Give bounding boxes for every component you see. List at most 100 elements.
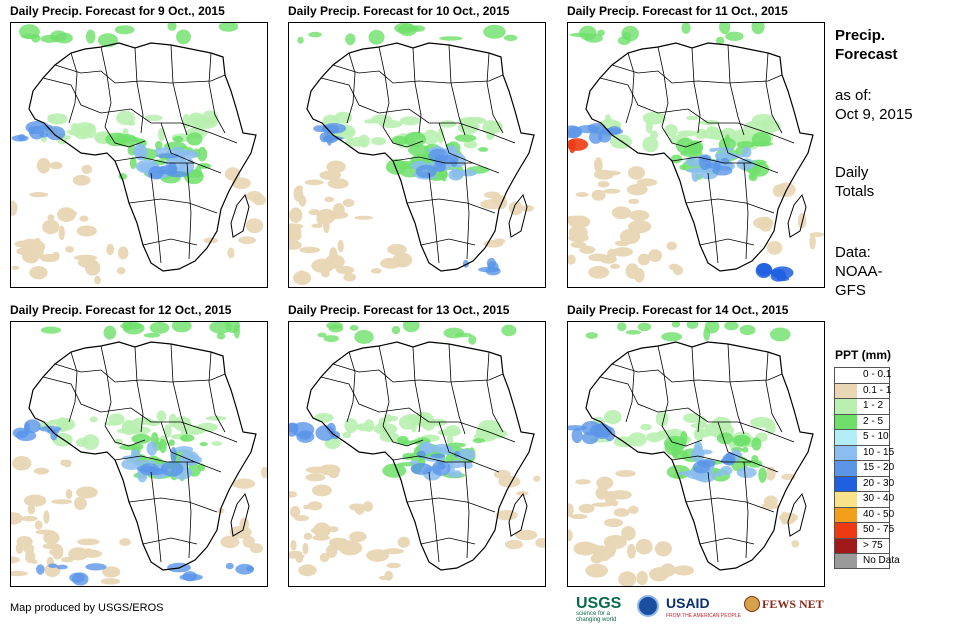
- country-border: [486, 351, 504, 433]
- country-border: [685, 198, 775, 214]
- side-title-line2: Forecast: [835, 46, 898, 63]
- precip-area: [655, 410, 669, 427]
- country-border: [727, 44, 745, 136]
- precip-area: [50, 430, 58, 441]
- country-border: [727, 343, 745, 435]
- country-border: [599, 376, 795, 443]
- precip-area: [102, 566, 121, 578]
- precip-area: [324, 254, 345, 269]
- precip-area: [633, 267, 645, 283]
- precip-area: [154, 147, 173, 155]
- precip-area: [121, 458, 142, 470]
- precip-area: [382, 463, 407, 478]
- precip-area: [588, 265, 610, 279]
- precip-area: [628, 210, 650, 221]
- precip-area: [225, 562, 234, 570]
- precip-area: [144, 114, 163, 122]
- precip-area: [370, 268, 382, 274]
- precip-area: [387, 243, 407, 255]
- precip-area: [233, 324, 241, 339]
- country-border: [186, 162, 192, 260]
- precip-area: [568, 254, 576, 265]
- precip-area: [220, 535, 240, 549]
- precip-area: [65, 245, 75, 253]
- precip-area: [211, 441, 223, 446]
- precip-area: [323, 218, 330, 234]
- country-border: [691, 47, 701, 134]
- precip-area: [65, 489, 73, 499]
- precip-area: [410, 463, 433, 475]
- precip-area: [201, 118, 218, 124]
- country-border: [448, 44, 466, 136]
- precip-area: [342, 431, 352, 439]
- precip-area: [362, 501, 373, 512]
- precip-area: [168, 413, 178, 428]
- precip-area: [293, 185, 304, 202]
- precip-area: [701, 128, 725, 140]
- country-border: [406, 497, 496, 513]
- precip-area: [40, 34, 59, 43]
- country-border: [691, 346, 701, 433]
- precip-area: [809, 234, 816, 250]
- fews-logo-text: FEWS NET: [762, 597, 824, 611]
- country-border: [707, 471, 719, 563]
- precip-area: [603, 188, 621, 194]
- precip-area: [63, 459, 72, 468]
- precip-area: [636, 178, 658, 187]
- precip-area: [446, 442, 466, 448]
- legend-item-label: 0 - 0.1: [863, 369, 892, 380]
- precip-area: [760, 119, 770, 130]
- precip-area: [603, 518, 624, 528]
- precip-area: [167, 23, 177, 31]
- precip-area: [751, 455, 759, 464]
- precip-area: [42, 219, 60, 235]
- precip-area: [686, 115, 699, 121]
- precip-area: [294, 514, 310, 522]
- precip-area: [772, 184, 784, 198]
- precip-area: [289, 223, 304, 230]
- precip-area: [317, 332, 327, 338]
- precip-area: [571, 427, 583, 444]
- precip-area: [521, 204, 534, 212]
- precip-area: [25, 120, 50, 134]
- country-border: [765, 351, 783, 433]
- precip-area: [437, 128, 445, 144]
- precip-area: [691, 167, 700, 183]
- precip-area: [323, 335, 339, 343]
- precip-area: [450, 168, 461, 177]
- country-border: [428, 172, 440, 264]
- precip-area: [60, 556, 74, 563]
- as-of-label: as of:: [835, 87, 872, 104]
- precip-area: [679, 164, 687, 171]
- precip-area: [117, 246, 129, 260]
- precip-area: [11, 456, 32, 471]
- precip-area: [297, 36, 304, 44]
- precip-area: [94, 275, 101, 285]
- country-border: [420, 238, 476, 246]
- precip-area: [589, 130, 603, 144]
- daily-totals-block: Daily Totals: [835, 163, 874, 201]
- precip-area: [29, 192, 49, 198]
- precip-area: [575, 479, 591, 485]
- legend-title: PPT (mm): [835, 348, 892, 362]
- precip-area: [400, 440, 413, 446]
- precip-area: [593, 157, 603, 173]
- precip-area: [23, 543, 35, 554]
- precip-area: [568, 233, 589, 243]
- legend-item: 5 - 10: [834, 429, 890, 445]
- precip-area: [593, 431, 611, 438]
- precip-area: [81, 164, 93, 174]
- precip-area: [414, 412, 428, 427]
- precip-area: [472, 438, 486, 444]
- precip-area: [648, 249, 663, 262]
- africa-map: [11, 322, 267, 586]
- precip-area: [156, 410, 167, 422]
- precip-area: [763, 420, 774, 428]
- panel-title-4: Daily Precip. Forecast for 12 Oct., 2015: [10, 303, 232, 317]
- precip-area: [585, 332, 598, 339]
- country-border: [114, 156, 222, 174]
- precip-area: [391, 325, 401, 335]
- precip-area: [640, 423, 652, 431]
- precip-area: [682, 413, 702, 423]
- precip-area: [308, 209, 320, 216]
